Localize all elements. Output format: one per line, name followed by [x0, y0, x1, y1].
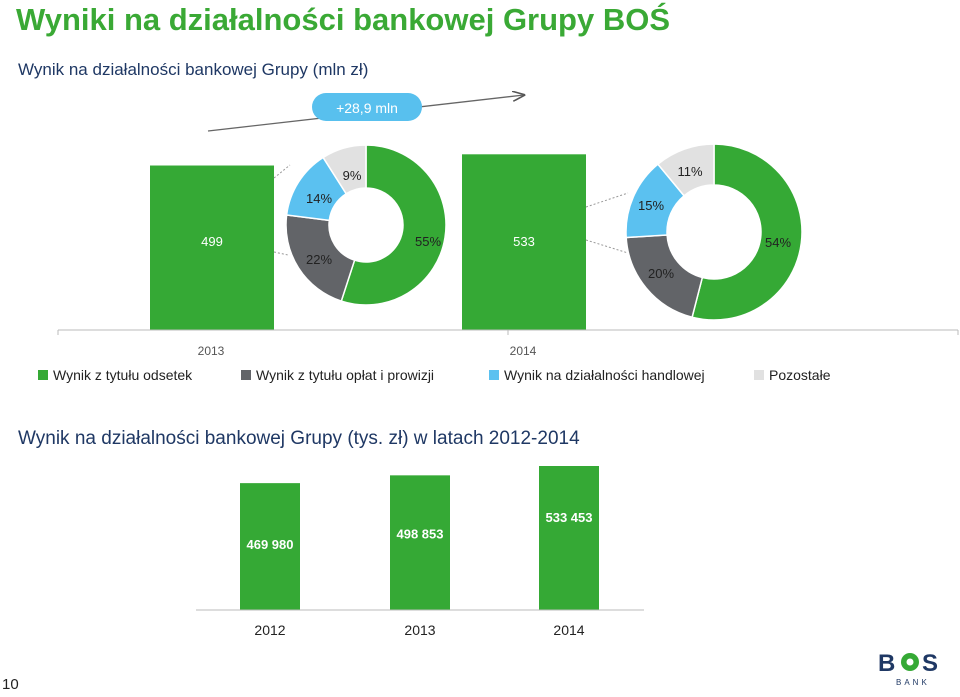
bar-2012 [240, 483, 300, 610]
donut-2014-slice [656, 143, 715, 197]
bar-value-label: 498 853 [397, 526, 444, 541]
bar-value-label: 469 980 [247, 537, 294, 552]
svg-text:BANK: BANK [896, 678, 930, 687]
growth-callout-label: +28,9 mln [336, 100, 398, 116]
legend-label: Wynik z tytułu odsetek [53, 367, 193, 383]
page-number: 10 [2, 676, 19, 693]
legend-item-fees: Wynik z tytułu opłat i prowizji [241, 366, 434, 384]
legend-swatch [489, 370, 499, 380]
donut-slice-label: 9% [343, 168, 362, 183]
bar-2013 [390, 475, 450, 610]
legend-swatch [241, 370, 251, 380]
donut-2013-slice [340, 144, 447, 306]
legend-item-trading: Wynik na działalności handlowej [489, 366, 705, 384]
logo-wordmark: B [878, 650, 895, 677]
donut-2013-slice [322, 144, 367, 195]
chart1-area: +28,9 mln 499 533 55% 22% 14% 9% 54% 20% 15% 11%… [57, 80, 959, 358]
legend-label: Wynik z tytułu opłat i prowizji [256, 367, 435, 383]
chart2-area: 469 980 498 853 533 453 2012 2013 2014 [196, 466, 644, 638]
page-title: Wyniki na działalności bankowej Grupy BO… [16, 2, 671, 37]
svg-text:S: S [922, 650, 938, 677]
donut-slice-label: 15% [638, 198, 664, 213]
chart1-title: Wynik na działalności bankowej Grupy (ml… [18, 60, 369, 79]
growth-callout-box [312, 93, 422, 121]
bos-bank-logo: B S BANK [878, 650, 938, 687]
donut-2014-slice [691, 143, 803, 321]
x-tick-label: 2013 [404, 622, 435, 638]
bar-2014 [539, 466, 599, 610]
x-tick-label: 2014 [553, 622, 584, 638]
connector-line [585, 192, 629, 208]
donut-slice-label: 14% [306, 191, 332, 206]
donut-slice-label: 22% [306, 252, 332, 267]
legend-label: Pozostałe [769, 367, 831, 383]
bar-value-label: 533 [513, 234, 535, 249]
legend-item-interest: Wynik z tytułu odsetek [38, 366, 192, 384]
bar-2014 [462, 154, 586, 330]
connector-line [273, 164, 291, 179]
connector-line [585, 239, 629, 254]
x-tick-label: 2012 [254, 622, 285, 638]
legend-swatch [38, 370, 48, 380]
x-tick-label: 2014 [510, 344, 537, 358]
donut-slice-label: 20% [648, 266, 674, 281]
legend-item-other: Pozostałe [754, 366, 830, 384]
legend-swatch [754, 370, 764, 380]
x-tick-label: 2013 [198, 344, 225, 358]
legend-label: Wynik na działalności handlowej [504, 367, 705, 383]
donut-slice-label: 55% [415, 234, 441, 249]
donut-slice-label: 54% [765, 235, 791, 250]
bar-value-label: 533 453 [546, 510, 593, 525]
bar-2013 [150, 165, 274, 330]
chart2-title: Wynik na działalności bankowej Grupy (ty… [18, 428, 580, 449]
bar-value-label: 499 [201, 234, 223, 249]
donut-slice-label: 11% [677, 164, 702, 179]
connector-line [273, 251, 289, 256]
